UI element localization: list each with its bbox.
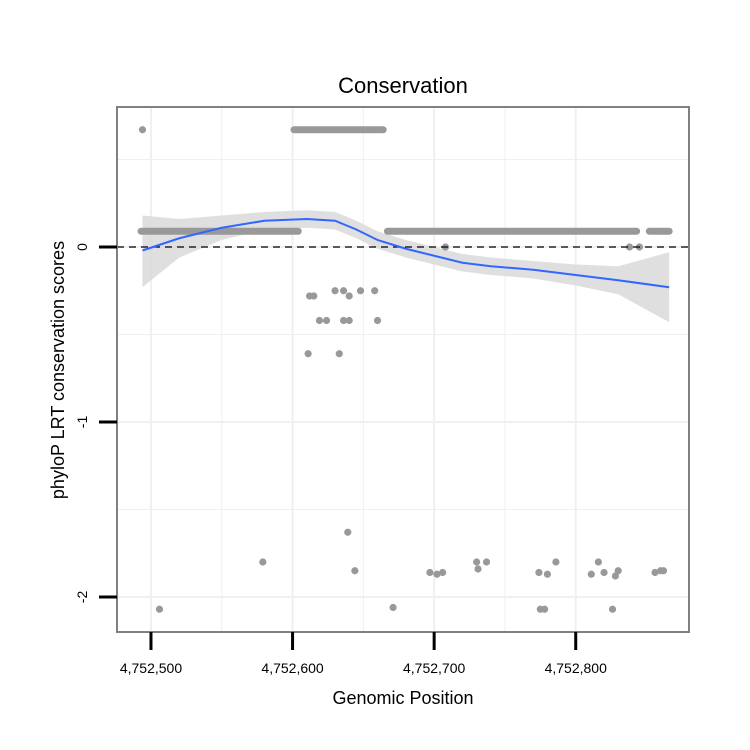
smooth-line-layer xyxy=(142,217,670,289)
data-point xyxy=(614,567,622,575)
data-point xyxy=(259,558,267,566)
data-point xyxy=(608,605,617,613)
data-point xyxy=(600,568,608,577)
x-tick-label: 4,752,700 xyxy=(403,660,465,676)
data-point xyxy=(339,316,348,325)
smooth-line xyxy=(142,217,670,289)
data-point xyxy=(594,558,602,566)
data-point xyxy=(356,287,365,295)
data-point xyxy=(344,528,352,536)
x-tick-label: 4,752,500 xyxy=(120,660,182,676)
data-point xyxy=(389,603,397,612)
data-point xyxy=(625,243,634,251)
data-point xyxy=(304,350,312,358)
y-axis: 0 -1 -2 xyxy=(74,243,117,603)
chart-title: Conservation xyxy=(338,73,468,98)
x-tick-label: 4,752,600 xyxy=(261,660,323,676)
data-point xyxy=(587,570,595,578)
data-point xyxy=(611,572,619,580)
data-point xyxy=(552,558,560,566)
data-point xyxy=(138,126,147,134)
panel-grid xyxy=(117,107,689,632)
data-point xyxy=(482,558,491,566)
data-point xyxy=(540,605,549,613)
data-point xyxy=(651,568,659,577)
data-point xyxy=(315,316,324,325)
y-tick-label: -1 xyxy=(74,416,90,429)
x-axis: 4,752,500 4,752,600 4,752,700 4,752,800 xyxy=(120,632,607,676)
data-point xyxy=(474,565,482,573)
data-point xyxy=(373,316,382,325)
data-point xyxy=(335,350,343,358)
data-point xyxy=(543,570,552,578)
data-point xyxy=(659,567,668,575)
y-axis-title: phyloP LRT conservation scores xyxy=(48,241,68,499)
data-point xyxy=(433,570,441,578)
y-tick-label: 0 xyxy=(74,243,90,251)
data-point xyxy=(351,567,359,575)
data-point xyxy=(426,568,434,577)
y-tick-label: -2 xyxy=(74,591,90,604)
data-point xyxy=(473,558,481,566)
data-point xyxy=(345,292,353,300)
data-point xyxy=(331,287,339,295)
data-point xyxy=(155,605,164,613)
data-point xyxy=(339,287,348,295)
data-point xyxy=(322,316,331,325)
data-point xyxy=(535,568,543,577)
data-points xyxy=(137,126,673,613)
data-point xyxy=(345,316,353,325)
data-point xyxy=(371,287,379,295)
confidence-ribbon xyxy=(142,210,670,323)
data-point xyxy=(310,292,318,300)
data-point xyxy=(439,568,447,577)
confidence-ribbon-layer xyxy=(142,210,670,323)
x-axis-title: Genomic Position xyxy=(332,688,473,708)
x-tick-label: 4,752,800 xyxy=(545,660,607,676)
panel-border xyxy=(116,106,690,633)
